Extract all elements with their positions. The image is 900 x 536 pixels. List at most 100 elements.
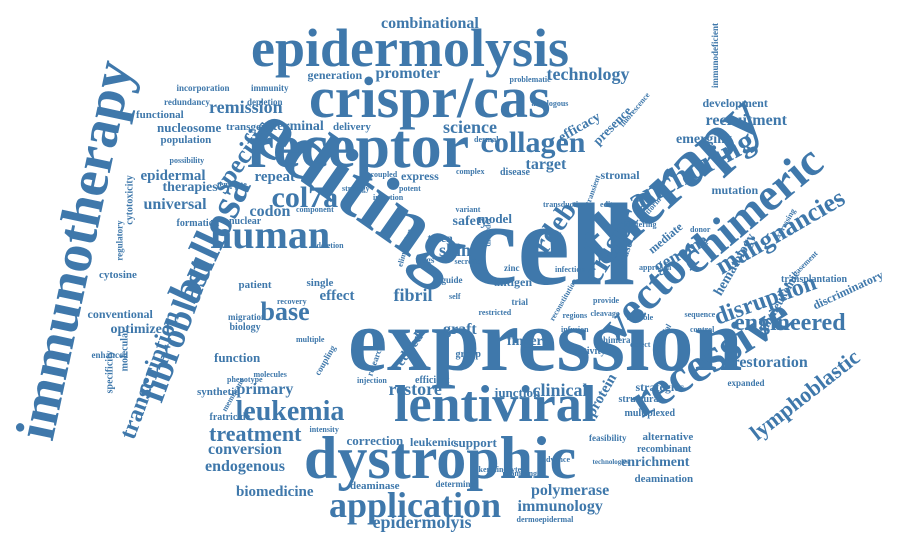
word-cloud-term: depletion [247, 98, 283, 107]
word-cloud-term: dermoepidermal [517, 516, 574, 524]
word-cloud-term: deamination [635, 474, 694, 485]
word-cloud-term: redundancy [164, 98, 210, 107]
word-cloud-term: strategies [636, 381, 685, 393]
word-cloud-term: multiple [296, 336, 324, 344]
word-cloud-term: disorder [484, 218, 492, 247]
word-cloud-term: support [454, 436, 497, 449]
word-cloud-term: immunodeficient [711, 23, 720, 88]
word-cloud-term: group [456, 350, 481, 360]
word-cloud-term: blistering [624, 221, 656, 229]
word-cloud-term: template [217, 181, 247, 189]
word-cloud-term: disease [500, 168, 530, 178]
word-cloud-term: activity [574, 347, 606, 357]
word-cloud-term: recovery [277, 298, 307, 306]
word-cloud-term: conversion [208, 442, 282, 458]
word-cloud-term: emerging [676, 133, 732, 147]
word-cloud-term: leukemic [410, 436, 456, 448]
word-cloud-term: efficient [415, 376, 449, 386]
word-cloud-term: control [690, 326, 714, 334]
word-cloud-term: determine [436, 480, 475, 489]
word-cloud-term: donor [690, 226, 710, 234]
word-cloud-term: universal [144, 197, 207, 213]
word-cloud-term: coupled [371, 171, 398, 179]
word-cloud-term: complex [456, 168, 484, 176]
word-cloud-term: antigen [494, 276, 532, 288]
word-cloud-term: structural [619, 395, 662, 405]
word-cloud-term: technologies [593, 459, 630, 466]
word-cloud-term: restricted [479, 309, 512, 317]
word-cloud-term: terminal [273, 120, 324, 134]
word-cloud-term: tregs [416, 256, 435, 265]
word-cloud-term: advance [542, 456, 570, 464]
word-cloud-term: multiplexed [625, 409, 676, 419]
word-cloud-term: defect [630, 341, 650, 349]
word-cloud-term: enhanced [92, 351, 129, 360]
word-cloud-term: epidermal [141, 169, 206, 184]
word-cloud-term: zinc [504, 264, 520, 273]
word-cloud-term: transduction [543, 201, 587, 209]
word-cloud-term: transgene [226, 122, 272, 133]
word-cloud-term: stromal [601, 169, 640, 181]
word-cloud-term: secretion [455, 258, 486, 266]
word-cloud-term: delivery [333, 122, 371, 133]
word-cloud-term: conventional [88, 308, 153, 320]
word-cloud-term: promoter [376, 66, 441, 82]
word-cloud-term: cytosine [99, 270, 137, 281]
word-cloud-term: durable [627, 314, 654, 322]
word-cloud-term: junction [494, 386, 540, 399]
word-cloud-term: provide [593, 297, 619, 305]
word-cloud-term: incorporation [177, 84, 230, 93]
word-cloud-term: strategy [342, 185, 370, 193]
word-cloud-term: enrichment [621, 456, 689, 470]
word-cloud-term: primary [237, 382, 294, 398]
word-cloud-term: migration [228, 313, 266, 322]
word-cloud-term: injection [357, 377, 387, 385]
word-cloud-term: recruitment [706, 113, 787, 129]
word-cloud-term: formation [177, 219, 220, 229]
word-cloud-term: coupling [313, 343, 337, 376]
word-cloud-term: polymerase [531, 483, 609, 499]
word-cloud-term: science [443, 118, 497, 136]
word-cloud-term: fibril [394, 286, 433, 304]
word-cloud-term: development [703, 97, 768, 109]
word-cloud-term: nucleosome [157, 121, 221, 134]
word-cloud-term: regulatory [116, 220, 125, 260]
word-cloud-term: self [449, 293, 461, 301]
word-cloud-term: express [401, 170, 439, 182]
word-cloud-term: epidermolyis [373, 513, 472, 531]
word-cloud-term: approach [639, 264, 671, 272]
word-cloud-term: technology [547, 65, 630, 83]
word-cloud-term: dermal [474, 136, 498, 144]
word-cloud-term: single [307, 278, 334, 289]
word-cloud-term: human [210, 215, 330, 255]
word-cloud-term: recombinant [637, 445, 691, 455]
word-cloud-term: target [526, 157, 567, 173]
word-cloud-term: component [296, 206, 334, 214]
word-cloud-term: regions [563, 312, 588, 320]
word-cloud-term: safety [453, 215, 488, 229]
word-cloud-term: possibility [170, 157, 205, 165]
word-cloud-term: repeat [255, 170, 296, 185]
word-cloud-term: mutation [712, 184, 759, 196]
word-cloud-term: finger [507, 335, 543, 349]
word-cloud-term: combinational [381, 16, 479, 32]
word-cloud-term: deaminase [350, 481, 400, 492]
word-cloud-term: editor [600, 201, 620, 209]
word-cloud-term: variant [456, 206, 481, 214]
word-cloud-term: biology [230, 323, 261, 333]
word-cloud-term: fratricide [210, 413, 251, 423]
word-cloud-term: engineered [734, 311, 846, 335]
word-cloud-term: effect [320, 289, 355, 304]
word-cloud-term: infection [555, 266, 585, 274]
word-cloud-term: chimera [599, 336, 631, 345]
word-cloud-term: cytotoxicity [125, 175, 135, 224]
word-cloud-term: autologous [532, 100, 569, 108]
word-cloud-term: functional [136, 110, 184, 121]
word-cloud-term: graft [443, 322, 477, 338]
word-cloud-term: patient [239, 280, 272, 291]
word-cloud-term: alternative [643, 432, 694, 443]
word-cloud-term: endogenous [205, 459, 285, 475]
word-cloud-term: molecules [254, 371, 287, 379]
word-cloud-term: clinical [533, 381, 588, 399]
